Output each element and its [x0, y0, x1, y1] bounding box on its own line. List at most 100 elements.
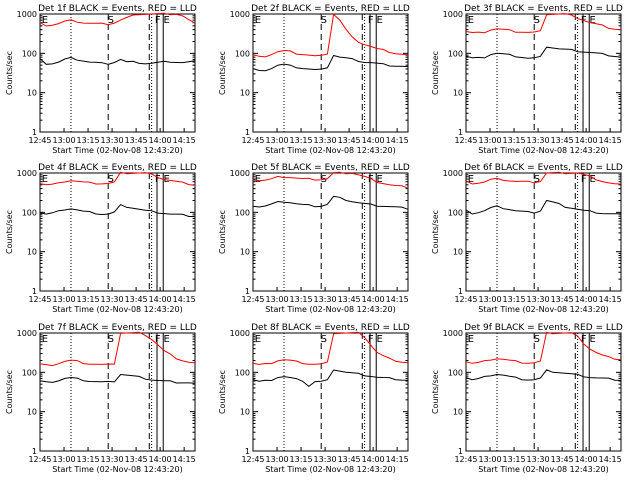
- x-tick-label: 13:00: [52, 136, 75, 145]
- x-tick-label: 14:00: [149, 455, 172, 464]
- event-marker: S: [534, 174, 540, 185]
- x-tick-label: 13:45: [338, 136, 361, 145]
- event-marker: E: [255, 334, 261, 345]
- series-line-events: [39, 373, 196, 384]
- event-marker: F: [368, 15, 374, 26]
- x-tick-label: 13:15: [77, 295, 100, 304]
- event-marker: E: [42, 15, 48, 26]
- panel-det-9: Det 9f BLACK = Events, RED = LLD Counts/s…: [431, 323, 623, 474]
- series-line-lld: [39, 12, 196, 27]
- y-tick-label: 1000: [443, 169, 463, 178]
- plot-frame: [252, 172, 409, 292]
- x-tick-label: 13:45: [125, 136, 148, 145]
- y-tick-label: 1000: [230, 329, 250, 338]
- x-tick-label: 13:15: [503, 136, 526, 145]
- event-marker: E: [376, 174, 382, 185]
- x-tick-label: 13:30: [314, 295, 337, 304]
- event-marker: E: [468, 174, 474, 185]
- x-tick-label: 12:45: [454, 455, 477, 464]
- series-line-lld: [465, 171, 622, 185]
- panel-det-5: Det 5f BLACK = Events, RED = LLD Counts/s…: [218, 163, 410, 314]
- event-marker: E: [255, 15, 261, 26]
- event-marker: E: [255, 174, 261, 185]
- x-tick-label: 14:15: [386, 136, 409, 145]
- event-marker: E: [376, 334, 382, 345]
- x-tick-label: 12:45: [241, 295, 264, 304]
- x-tick-label: 14:15: [599, 295, 622, 304]
- y-tick-label: 1000: [17, 10, 37, 19]
- y-tick-label: 100: [235, 49, 250, 58]
- y-tick-label: 1000: [17, 329, 37, 338]
- x-tick-label: 13:15: [290, 455, 313, 464]
- event-marker: E: [589, 174, 595, 185]
- x-tick-label: 13:15: [503, 455, 526, 464]
- series-line-lld: [252, 171, 409, 189]
- y-tick-label: 10: [453, 89, 463, 98]
- x-tick-label: 14:15: [599, 455, 622, 464]
- x-tick-label: 12:45: [28, 455, 51, 464]
- x-tick-label: 12:45: [241, 136, 264, 145]
- y-tick-label: 1: [245, 447, 250, 456]
- x-tick-label: 13:30: [314, 136, 337, 145]
- x-tick-label: 14:00: [575, 455, 598, 464]
- plot-frame: [252, 332, 409, 452]
- x-tick-label: 13:45: [551, 455, 574, 464]
- plot-frame: [39, 13, 196, 133]
- plot-frame: [465, 332, 622, 452]
- x-tick-label: 13:30: [314, 455, 337, 464]
- x-axis-label: Start Time (02-Nov-08 12:43:20): [265, 305, 395, 314]
- y-tick-label: 100: [448, 49, 463, 58]
- x-tick-label: 14:15: [599, 136, 622, 145]
- event-marker: F: [155, 15, 161, 26]
- y-tick-label: 10: [240, 408, 250, 417]
- x-tick-label: 14:00: [362, 295, 385, 304]
- series-line-lld: [39, 171, 196, 186]
- panel-title: Det 5f BLACK = Events, RED = LLD: [251, 163, 410, 173]
- x-tick-label: 13:15: [77, 136, 100, 145]
- panel-det-6: Det 6f BLACK = Events, RED = LLD Counts/s…: [431, 163, 623, 314]
- event-marker: S: [108, 174, 114, 185]
- panel-det-1: Det 1f BLACK = Events, RED = LLD Counts/s…: [5, 4, 197, 155]
- x-axis-label: Start Time (02-Nov-08 12:43:20): [52, 146, 182, 155]
- event-marker: E: [589, 15, 595, 26]
- x-tick-label: 13:00: [52, 295, 75, 304]
- x-tick-label: 13:00: [265, 136, 288, 145]
- y-axis-label: Counts/sec: [431, 210, 440, 254]
- plot-frame: [39, 332, 196, 452]
- x-tick-label: 14:15: [386, 295, 409, 304]
- y-tick-label: 1000: [17, 169, 37, 178]
- y-tick-label: 100: [22, 49, 37, 58]
- x-axis-label: Start Time (02-Nov-08 12:43:20): [478, 305, 608, 314]
- x-tick-label: 13:30: [101, 455, 124, 464]
- panel-title: Det 6f BLACK = Events, RED = LLD: [464, 163, 623, 173]
- series-line-events: [39, 203, 195, 217]
- x-tick-label: 14:00: [575, 295, 598, 304]
- x-tick-label: 13:15: [503, 295, 526, 304]
- series-line-lld: [252, 13, 409, 58]
- x-tick-label: 14:15: [173, 295, 196, 304]
- x-tick-label: 13:30: [527, 295, 550, 304]
- y-axis-label: Counts/sec: [431, 370, 440, 414]
- y-tick-label: 100: [235, 368, 250, 377]
- x-tick-label: 13:45: [125, 295, 148, 304]
- panel-det-7: Det 7f BLACK = Events, RED = LLD Counts/s…: [5, 323, 197, 474]
- y-axis-label: Counts/sec: [5, 210, 14, 254]
- series-line-lld: [465, 331, 622, 364]
- series-line-events: [252, 195, 409, 210]
- x-tick-label: 13:00: [478, 455, 501, 464]
- y-tick-label: 1: [245, 287, 250, 296]
- event-marker: E: [468, 334, 474, 345]
- y-tick-label: 100: [235, 208, 250, 217]
- y-axis-label: Counts/sec: [5, 51, 14, 95]
- panel-det-4: Det 4f BLACK = Events, RED = LLD Counts/s…: [5, 163, 197, 314]
- series-line-events: [465, 46, 622, 59]
- y-tick-label: 10: [453, 248, 463, 257]
- x-tick-label: 12:45: [454, 136, 477, 145]
- x-tick-label: 13:00: [478, 295, 501, 304]
- y-tick-label: 1: [32, 287, 37, 296]
- series-line-lld: [39, 331, 196, 367]
- event-marker: F: [155, 334, 161, 345]
- event-marker: F: [581, 174, 587, 185]
- y-tick-label: 1: [245, 128, 250, 137]
